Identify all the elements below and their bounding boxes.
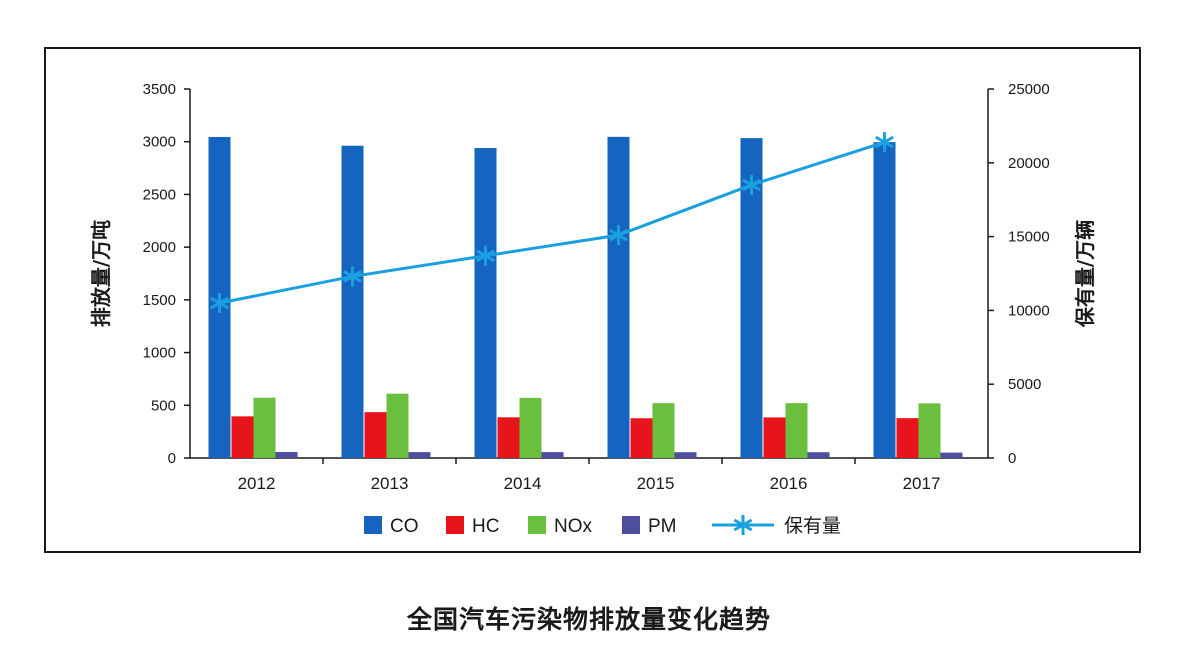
left-tick-label: 0: [168, 450, 176, 467]
legend-label-ownership: 保有量: [784, 515, 841, 537]
line-marker-2015: [609, 225, 628, 246]
legend-marker-ownership: [733, 515, 753, 535]
right-tick-label: 20000: [1008, 155, 1050, 172]
bar-pm-2014: [541, 452, 564, 458]
x-tick-label: 2013: [371, 474, 409, 493]
line-marker-2017: [875, 132, 894, 153]
chart-caption: 全国汽车污染物排放量变化趋势: [406, 605, 771, 634]
bar-hc-2014: [497, 417, 520, 458]
x-tick-label: 2012: [238, 474, 276, 493]
left-tick-label: 1000: [143, 345, 176, 362]
x-tick-label: 2014: [504, 474, 542, 493]
bar-co-2016: [740, 138, 763, 459]
bar-nox-2014: [519, 397, 542, 458]
line-marker-2012: [210, 293, 229, 314]
legend-swatch-hc: [446, 516, 464, 534]
x-tick-label: 2016: [770, 474, 808, 493]
bar-pm-2012: [275, 451, 298, 458]
right-tick-label: 25000: [1008, 81, 1050, 98]
bar-nox-2012: [253, 397, 276, 458]
bar-hc-2016: [763, 417, 786, 458]
line-marker-2016: [742, 174, 761, 195]
chart-plot: 0 500 1000 1500 2000 2500 3000 3500 0 5000 10000 15…: [89, 81, 1097, 537]
bar-pm-2016: [807, 452, 830, 458]
right-tick-label: 15000: [1008, 229, 1050, 246]
bar-hc-2012: [231, 416, 254, 458]
legend-swatch-co: [364, 516, 382, 534]
right-tick-label: 5000: [1008, 376, 1041, 393]
left-tick-label: 3500: [143, 81, 176, 98]
right-tick-label: 0: [1008, 450, 1016, 467]
left-tick-label: 500: [151, 397, 176, 414]
bar-pm-2015: [674, 452, 697, 458]
bar-co-2017: [873, 142, 896, 459]
bar-pm-2017: [940, 452, 963, 458]
right-tick-label: 10000: [1008, 302, 1050, 319]
legend-label-nox: NOx: [554, 516, 593, 537]
legend-label-co: CO: [390, 516, 419, 537]
bar-nox-2013: [386, 393, 409, 458]
bar-co-2013: [341, 145, 364, 458]
bar-co-2014: [474, 148, 497, 458]
left-axis-title: 排放量/万吨: [89, 220, 113, 327]
x-tick-label: 2015: [637, 474, 675, 493]
bar-hc-2013: [364, 412, 387, 458]
bar-co-2015: [607, 136, 630, 458]
chart-frame: 0 500 1000 1500 2000 2500 3000 3500 0 5000 10000 15…: [44, 47, 1141, 553]
left-tick-label: 1500: [143, 292, 176, 309]
bar-hc-2015: [630, 418, 653, 458]
left-tick-label: 2500: [143, 186, 176, 203]
line-ownership: [219, 140, 885, 305]
left-tick-label: 3000: [143, 134, 176, 151]
bar-hc-2017: [896, 418, 919, 458]
left-tick-label: 2000: [143, 239, 176, 256]
legend-swatch-pm: [622, 516, 640, 534]
line-marker-2013: [343, 266, 362, 287]
bar-nox-2016: [785, 403, 808, 458]
legend-label-pm: PM: [648, 516, 677, 537]
legend-swatch-nox: [528, 516, 546, 534]
legend-label-hc: HC: [472, 516, 499, 537]
bar-pm-2013: [408, 452, 431, 458]
right-axis-title: 保有量/万辆: [1073, 220, 1097, 328]
line-marker-2014: [476, 245, 495, 266]
x-tick-label: 2017: [903, 474, 941, 493]
bar-nox-2017: [918, 403, 941, 458]
bar-nox-2015: [652, 403, 675, 458]
